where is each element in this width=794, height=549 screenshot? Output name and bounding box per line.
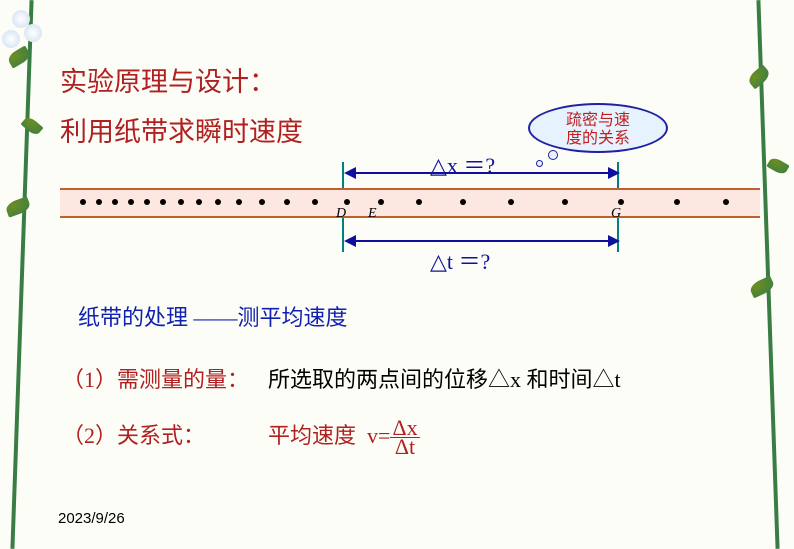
item1-text: 所选取的两点间的位移△x 和时间△t xyxy=(268,362,621,394)
item1-label: （1）需测量的量： xyxy=(62,362,249,394)
decoration-right xyxy=(744,0,794,549)
tape-dot xyxy=(562,199,568,205)
tape-dot xyxy=(344,199,350,205)
tape-dot xyxy=(284,199,290,205)
tape-dot xyxy=(674,199,680,205)
title-principle: 实验原理与设计： xyxy=(60,60,276,99)
tape-dot xyxy=(112,199,118,205)
dt-arrow-line xyxy=(350,240,610,242)
dx-arrow-left xyxy=(344,167,356,179)
formula-v: v= xyxy=(367,423,390,448)
tape-dot xyxy=(96,199,102,205)
tape-point-label: E xyxy=(368,206,377,222)
tape-dot xyxy=(259,199,265,205)
dx-label: △x ＝? xyxy=(430,148,495,180)
formula-fraction: ΔxΔt xyxy=(390,419,419,456)
tape-dot xyxy=(128,199,134,205)
tape-dot xyxy=(160,199,166,205)
tape-point-label: G xyxy=(611,206,621,222)
title-method: 利用纸带求瞬时速度 xyxy=(60,110,303,149)
tape-dot xyxy=(378,199,384,205)
cloud-line2: 度的关系 xyxy=(566,130,630,147)
dt-label: △t ＝? xyxy=(430,244,490,276)
dt-arrow-left xyxy=(344,235,356,247)
tape-dot xyxy=(460,199,466,205)
tape-dot xyxy=(178,199,184,205)
tape-dot xyxy=(508,199,514,205)
tape-dot xyxy=(312,199,318,205)
tape-dot xyxy=(416,199,422,205)
item2-text: 平均速度 v=ΔxΔt xyxy=(268,418,420,456)
cloud-line1: 疏密与速 xyxy=(566,112,630,129)
tape-dot xyxy=(236,199,242,205)
tape-dot xyxy=(80,199,86,205)
tape-point-label: D xyxy=(336,206,346,222)
tape-dot xyxy=(723,199,729,205)
avg-speed-text: 平均速度 xyxy=(268,423,356,448)
tape-dot xyxy=(196,199,202,205)
tape-dot xyxy=(215,199,221,205)
section-heading: 纸带的处理 ——测平均速度 xyxy=(78,300,348,332)
item2-label: （2）关系式： xyxy=(62,418,205,450)
tape-dot xyxy=(618,199,624,205)
formula-den: Δt xyxy=(390,438,419,456)
callout-cloud: 疏密与速 度的关系 xyxy=(528,98,668,158)
date-stamp: 2023/9/26 xyxy=(58,510,125,527)
dt-arrow-right xyxy=(608,235,620,247)
dx-arrow-right xyxy=(608,167,620,179)
tape-dot xyxy=(144,199,150,205)
decoration-left xyxy=(0,0,50,549)
